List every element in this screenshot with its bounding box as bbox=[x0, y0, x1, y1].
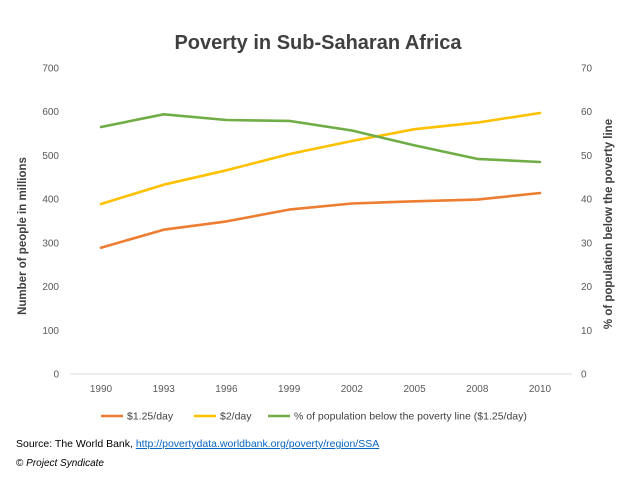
x-tick-label: 2008 bbox=[466, 384, 489, 395]
x-tick-label: 1993 bbox=[153, 384, 176, 395]
legend: $1.25/day $2/day % of population below the… bbox=[101, 411, 527, 423]
x-tick-label: 1999 bbox=[278, 384, 301, 395]
left-axis-title: Number of people in millions bbox=[17, 157, 29, 315]
right-axis-ticks: 0 10 20 30 40 50 60 70 bbox=[581, 64, 593, 381]
right-tick-label: 50 bbox=[581, 151, 593, 162]
x-tick-label: 2005 bbox=[403, 384, 426, 395]
copyright-note: © Project Syndicate bbox=[16, 458, 104, 469]
left-tick-label: 200 bbox=[42, 282, 59, 293]
right-tick-label: 20 bbox=[581, 282, 593, 293]
series-lines bbox=[99, 111, 542, 249]
x-tick-label: 2010 bbox=[529, 384, 552, 395]
copyright-symbol: © bbox=[16, 458, 24, 469]
legend-label: $2/day bbox=[220, 411, 252, 423]
source-note: Source: The World Bank, http://povertyda… bbox=[16, 438, 379, 450]
right-axis-title: % of population below the poverty line bbox=[603, 119, 615, 329]
source-link[interactable]: http://povertydata.worldbank.org/poverty… bbox=[135, 438, 380, 450]
x-tick-label: 2002 bbox=[341, 384, 364, 395]
series-line-1 bbox=[99, 111, 542, 206]
right-tick-label: 0 bbox=[581, 370, 587, 381]
left-tick-label: 400 bbox=[42, 195, 59, 206]
left-tick-label: 700 bbox=[42, 64, 59, 75]
left-tick-label: 500 bbox=[42, 151, 59, 162]
x-tick-label: 1996 bbox=[215, 384, 238, 395]
legend-label: $1.25/day bbox=[127, 411, 174, 423]
chart-title: Poverty in Sub-Saharan Africa bbox=[174, 32, 462, 54]
right-tick-label: 30 bbox=[581, 238, 593, 249]
left-tick-label: 0 bbox=[53, 370, 59, 381]
right-tick-label: 40 bbox=[581, 195, 593, 206]
x-tick-label: 1990 bbox=[90, 384, 113, 395]
source-prefix: Source: The World Bank, bbox=[16, 438, 136, 450]
left-tick-label: 600 bbox=[42, 107, 59, 118]
legend-label: % of population below the poverty line (… bbox=[294, 411, 527, 423]
right-tick-label: 60 bbox=[581, 107, 593, 118]
copyright-owner: Project Syndicate bbox=[26, 458, 104, 469]
right-tick-label: 70 bbox=[581, 64, 593, 75]
left-tick-label: 100 bbox=[42, 326, 59, 337]
right-tick-label: 10 bbox=[581, 326, 593, 337]
series-line-0 bbox=[99, 191, 542, 249]
x-axis-ticks: 1990 1993 1996 1999 2002 2005 2008 2010 bbox=[90, 384, 552, 395]
left-axis-ticks: 0 100 200 300 400 500 600 700 bbox=[42, 64, 59, 381]
series-line-2 bbox=[99, 113, 542, 164]
left-tick-label: 300 bbox=[42, 238, 59, 249]
